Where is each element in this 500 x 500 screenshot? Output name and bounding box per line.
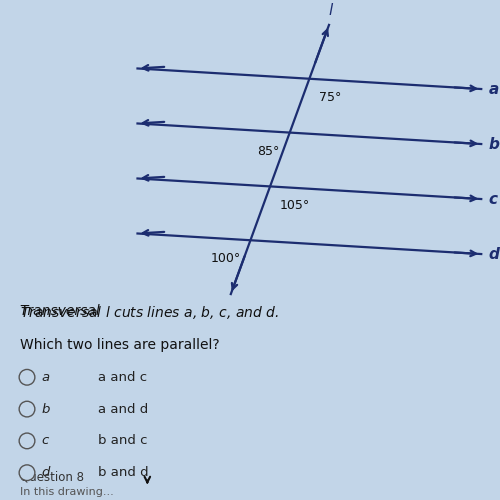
Text: 85°: 85° <box>258 145 280 158</box>
Text: a and c: a and c <box>98 371 148 384</box>
Text: 75°: 75° <box>319 91 342 104</box>
Text: c: c <box>488 192 498 206</box>
Text: a: a <box>488 82 499 96</box>
Text: a: a <box>42 371 50 384</box>
Circle shape <box>19 402 35 417</box>
Text: d: d <box>42 466 50 479</box>
Circle shape <box>19 433 35 448</box>
Text: c: c <box>42 434 49 448</box>
Text: b and d: b and d <box>98 466 149 479</box>
Text: Which two lines are parallel?: Which two lines are parallel? <box>20 338 220 352</box>
Text: $l$: $l$ <box>328 2 334 18</box>
Circle shape <box>19 370 35 385</box>
Text: d: d <box>488 246 500 262</box>
Text: 100°: 100° <box>210 252 240 266</box>
Text: In this drawing...: In this drawing... <box>20 488 114 498</box>
Text: a and d: a and d <box>98 402 148 415</box>
Text: 105°: 105° <box>280 198 310 211</box>
Text: Transversal: Transversal <box>20 304 104 318</box>
Circle shape <box>19 465 35 480</box>
Text: b: b <box>488 136 500 152</box>
Text: b: b <box>42 402 50 415</box>
Text: Question 8: Question 8 <box>20 470 84 484</box>
Text: Transversal $l$ cuts lines $a$, $b$, $c$, and $d$.: Transversal $l$ cuts lines $a$, $b$, $c$… <box>20 304 278 321</box>
Text: b and c: b and c <box>98 434 148 448</box>
